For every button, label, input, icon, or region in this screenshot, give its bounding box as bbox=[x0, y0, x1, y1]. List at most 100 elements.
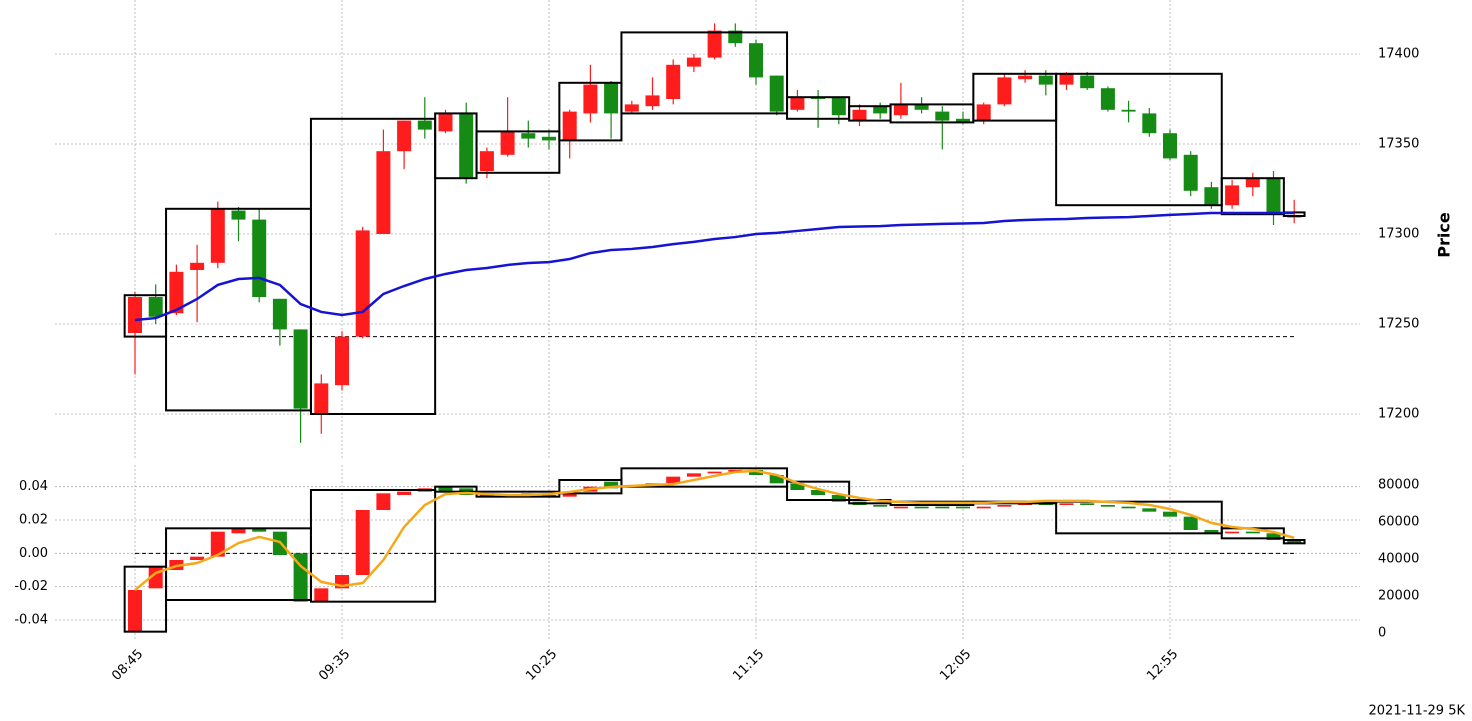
indicator-line bbox=[134, 211, 1295, 322]
candle-body bbox=[210, 208, 225, 263]
candle-body bbox=[231, 210, 246, 220]
candle-body bbox=[314, 588, 329, 602]
range-box bbox=[786, 480, 851, 501]
candle-body bbox=[231, 528, 246, 534]
candle-body bbox=[542, 136, 556, 141]
y2-tick-label: 40000 bbox=[1378, 551, 1419, 566]
candle-body bbox=[376, 151, 391, 234]
candle-body bbox=[272, 298, 287, 330]
candle-body bbox=[914, 506, 929, 509]
candle-body bbox=[1142, 113, 1157, 134]
candle-body bbox=[397, 491, 412, 495]
candle-body bbox=[1018, 75, 1033, 80]
candle-body bbox=[935, 111, 950, 121]
candle-body bbox=[1225, 531, 1240, 534]
candle-body bbox=[1163, 511, 1177, 517]
candle-body bbox=[645, 95, 660, 107]
candle-body bbox=[604, 481, 619, 489]
candle-body bbox=[728, 30, 743, 44]
candle-body bbox=[314, 383, 329, 414]
candle-body bbox=[1245, 178, 1260, 188]
y-axis-label: Price bbox=[1435, 212, 1454, 258]
candle-body bbox=[438, 113, 453, 132]
candle-body bbox=[873, 106, 888, 114]
y-tick-label: -0.04 bbox=[14, 613, 48, 628]
y-tick-label: 17400 bbox=[1378, 47, 1419, 62]
candle-body bbox=[335, 336, 349, 386]
candle-body bbox=[1204, 530, 1219, 534]
candle-body bbox=[1059, 73, 1074, 85]
candle-body bbox=[210, 531, 225, 557]
candle-body bbox=[562, 111, 577, 141]
candle-body bbox=[873, 505, 888, 507]
range-box bbox=[1055, 500, 1223, 535]
candle-body bbox=[707, 30, 722, 58]
candle-body bbox=[1080, 503, 1095, 505]
candle-body bbox=[583, 84, 598, 114]
x-tick-label: 10:25 bbox=[523, 647, 560, 684]
y-tick-label: 0.00 bbox=[19, 546, 48, 561]
footer: 2021-11-29 5K bbox=[1369, 704, 1466, 719]
candle-body bbox=[1183, 516, 1198, 530]
y2-tick-label: 0 bbox=[1378, 625, 1386, 640]
candle-body bbox=[707, 471, 722, 474]
range-box bbox=[309, 489, 437, 603]
range-box bbox=[1220, 177, 1285, 216]
candle-body bbox=[811, 490, 826, 495]
range-box bbox=[620, 31, 789, 115]
candle-body bbox=[666, 64, 681, 99]
candle-body bbox=[500, 131, 515, 155]
candle-body bbox=[148, 297, 163, 317]
candle-body bbox=[956, 506, 970, 509]
candle-body bbox=[1142, 508, 1157, 512]
candle-body bbox=[893, 104, 908, 116]
candle-body bbox=[355, 510, 370, 575]
candle-body bbox=[976, 104, 991, 121]
y2-tick-label: 20000 bbox=[1378, 588, 1419, 603]
candle-body bbox=[438, 486, 453, 492]
candle-body bbox=[666, 476, 681, 484]
candle-body bbox=[355, 230, 370, 337]
candle-body bbox=[397, 120, 412, 152]
x-tick-label: 12:05 bbox=[937, 647, 974, 684]
y-tick-label: 17350 bbox=[1378, 137, 1419, 152]
candle-body bbox=[252, 219, 267, 297]
y-tick-label: 17300 bbox=[1378, 227, 1419, 242]
x-tick-label: 11:15 bbox=[730, 647, 767, 684]
candle-body bbox=[1266, 533, 1281, 540]
candle-body bbox=[749, 43, 763, 78]
candle-body bbox=[831, 97, 846, 116]
y-tick-label: 17250 bbox=[1378, 317, 1419, 332]
range-box bbox=[309, 117, 437, 416]
candle-body bbox=[749, 470, 763, 475]
y2-tick-label: 80000 bbox=[1378, 477, 1419, 492]
indicator-line bbox=[134, 469, 1295, 592]
candle-body bbox=[128, 590, 142, 632]
candle-body bbox=[976, 506, 991, 509]
candle-body bbox=[1204, 187, 1219, 206]
candle-body bbox=[128, 297, 142, 333]
candle-body bbox=[1059, 503, 1074, 505]
candle-body bbox=[956, 118, 970, 123]
y-tick-label: 0.02 bbox=[19, 513, 48, 528]
candle-body bbox=[686, 473, 701, 477]
candle-body bbox=[997, 505, 1012, 507]
range-box bbox=[1282, 539, 1306, 545]
candle-body bbox=[1225, 185, 1240, 206]
range-box bbox=[620, 467, 789, 488]
candle-body bbox=[831, 495, 846, 502]
candle-body bbox=[1038, 75, 1053, 85]
candle-body bbox=[997, 77, 1012, 105]
candle-body bbox=[190, 556, 205, 560]
candle-body bbox=[790, 483, 805, 490]
candle-body bbox=[1121, 506, 1136, 509]
y-tick-label: 0.04 bbox=[19, 479, 48, 494]
candle-body bbox=[376, 493, 391, 510]
range-box bbox=[434, 485, 478, 493]
candle-body bbox=[852, 109, 867, 121]
y-tick-label: 17200 bbox=[1378, 407, 1419, 422]
candle-body bbox=[769, 75, 784, 112]
candle-body bbox=[914, 104, 929, 110]
candle-body bbox=[417, 120, 432, 130]
